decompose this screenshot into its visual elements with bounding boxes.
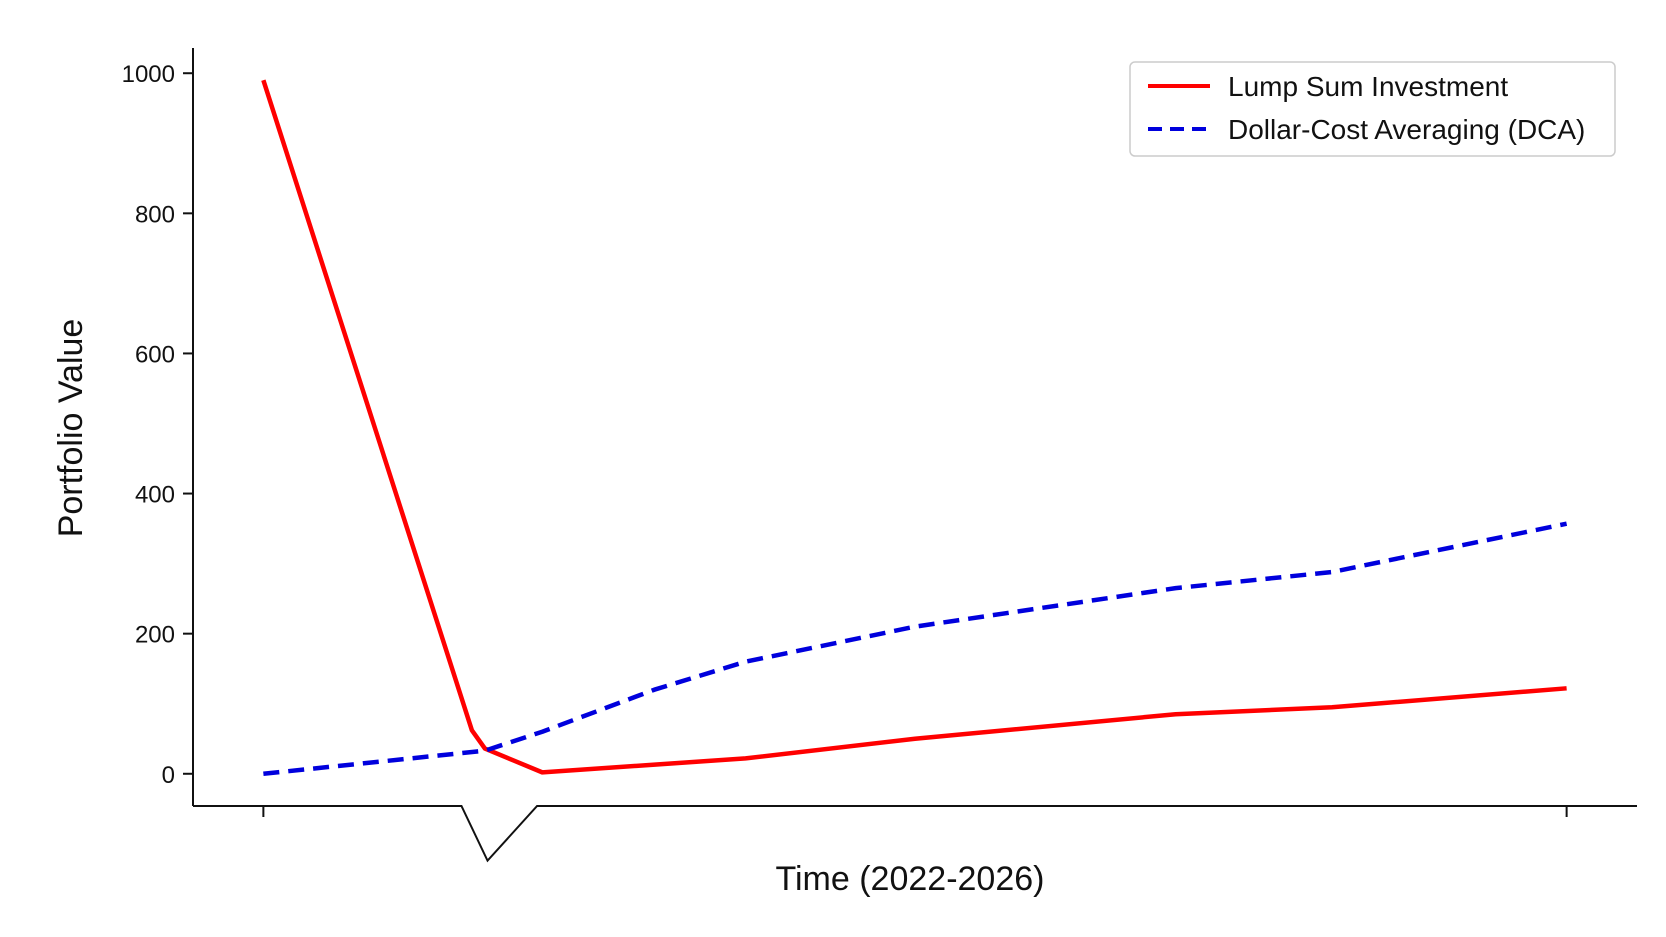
legend-label-dca: Dollar-Cost Averaging (DCA): [1228, 114, 1585, 145]
y-axis: 0 200 400 600 800 1000: [122, 48, 194, 806]
x-axis: [193, 805, 1637, 863]
x-axis-title: Time (2022-2026): [776, 860, 1045, 898]
legend-label-lump-sum: Lump Sum Investment: [1228, 71, 1508, 102]
y-tick-label-0: 0: [162, 762, 175, 789]
y-tick-label-600: 600: [135, 341, 175, 368]
y-tick-label-200: 200: [135, 622, 175, 649]
series-layer: [261, 79, 1568, 777]
x-axis-line: [193, 805, 1637, 863]
legend: Lump Sum Investment Dollar-Cost Averagin…: [1129, 61, 1616, 157]
series-line-dca: [263, 521, 1568, 777]
y-tick-label-1000: 1000: [122, 61, 175, 88]
legend-box: [1129, 61, 1616, 157]
series-line-lump-sum: [261, 79, 1567, 775]
y-tick-label-400: 400: [135, 482, 175, 509]
y-tick-label-800: 800: [135, 201, 175, 228]
y-axis-title: Portfolio Value: [52, 319, 90, 538]
